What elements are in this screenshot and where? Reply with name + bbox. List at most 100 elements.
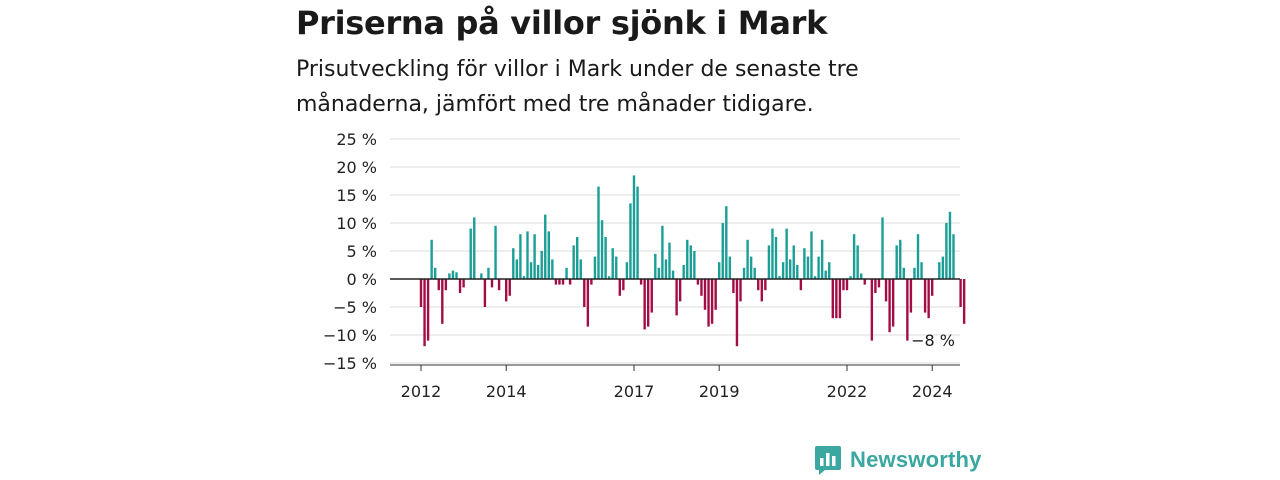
bar [870,279,874,341]
bar [778,276,781,279]
bar [558,279,561,285]
bar [824,270,827,279]
bar [774,237,778,279]
bar [849,276,852,279]
bar [856,245,859,279]
bar [568,279,572,285]
bar [675,279,678,316]
bar [806,256,810,279]
bar [881,217,884,279]
bar [884,279,888,302]
bar [604,237,607,279]
x-tick-label: 2022 [827,382,868,401]
y-tick-label: −10 % [323,326,377,345]
bar [490,279,494,288]
bar [597,186,600,279]
bar [700,279,703,296]
bar [629,203,632,279]
bar [895,245,898,279]
bar [760,279,763,302]
bar [576,237,579,279]
y-tick-label: 10 % [336,214,377,233]
bar [852,234,856,279]
bar [945,223,948,279]
bar [664,259,668,279]
bar [529,262,533,279]
bar [572,245,575,279]
bar [732,279,735,293]
bar [842,279,845,291]
bar [462,279,465,288]
bar [845,279,849,291]
y-tick-label: −15 % [323,354,377,373]
bar [579,259,582,279]
bar [686,239,689,279]
bar [536,265,540,279]
chart-subtitle: Prisutveckling för villor i Mark under d… [296,57,859,117]
bar [789,259,792,279]
bar [696,279,700,285]
bar [458,279,462,293]
bar [519,234,522,279]
bar [508,279,511,296]
bar [540,251,543,279]
bar [927,279,930,319]
bar [781,262,785,279]
bar [451,270,455,279]
bar [771,228,774,279]
bar [899,239,902,279]
bar [710,279,714,324]
bar [817,256,820,279]
x-tick-label: 2014 [486,382,527,401]
bar [483,279,487,307]
newsworthy-logo: Newsworthy [814,444,982,476]
bar [906,279,909,341]
bar [480,273,483,279]
bar [831,279,834,319]
bar [533,234,536,279]
bar [668,242,671,279]
bar [863,279,866,285]
bar [877,279,881,288]
bar [948,211,952,279]
bar [547,231,550,279]
y-axis-ticks: 25 % 20 % 15 % 10 % 5 % 0 % −5 % −10 % −15 % [323,130,377,373]
bar [622,279,625,291]
bar [561,279,565,285]
bar [757,279,760,291]
bar [959,279,962,307]
bar [434,267,437,279]
bar [920,262,923,279]
bar [611,248,614,279]
bar [650,279,653,313]
grid-lines [390,138,960,364]
bar [742,267,746,279]
bar [671,270,675,279]
y-tick-label: 0 % [347,270,377,289]
bar [916,234,920,279]
bar [437,279,440,291]
bar [913,267,916,279]
bar [444,279,448,291]
bar [497,279,501,291]
bar [565,267,568,279]
bar [891,279,895,327]
bar [735,279,739,347]
bar [441,279,444,324]
y-tick-label: −5 % [333,298,377,317]
bar [586,279,590,327]
x-tick-label: 2012 [401,382,442,401]
bar [931,279,934,296]
bar [714,279,717,310]
bar [799,279,803,291]
bar [874,279,877,293]
bar [902,267,905,279]
bar [721,223,724,279]
x-tick-label: 2017 [614,382,655,401]
bar [678,279,682,302]
bar [739,279,742,302]
bar [647,279,650,327]
bar [813,276,817,279]
bar [838,279,842,319]
